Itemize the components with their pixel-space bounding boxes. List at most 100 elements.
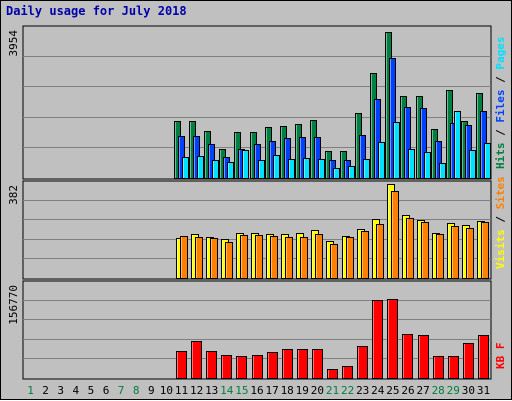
legend-separator: / bbox=[494, 209, 507, 229]
bar-visits-sites-sites-day-13 bbox=[210, 238, 218, 279]
bar-visits-sites-sites-day-31 bbox=[481, 222, 489, 279]
x-tick-label-day-22: 22 bbox=[341, 384, 354, 397]
bar-hits-files-pages-pages-day-25 bbox=[393, 122, 400, 179]
bar-visits-sites-sites-day-25 bbox=[391, 191, 399, 279]
y-max-label-kbytes: 156770 bbox=[7, 285, 20, 325]
legend-entry-sites: Sites bbox=[494, 176, 507, 209]
legend-entry-pages: Pages bbox=[494, 37, 507, 70]
bar-visits-sites-sites-day-28 bbox=[436, 234, 444, 279]
x-tick-label-day-14: 14 bbox=[220, 384, 234, 397]
bar-hits-files-pages-pages-day-29 bbox=[454, 111, 461, 179]
bar-hits-files-pages-files-day-20 bbox=[314, 137, 321, 179]
bar-visits-sites-sites-day-24 bbox=[376, 224, 384, 279]
bar-kbytes-kb-f-day-26 bbox=[402, 334, 413, 379]
bar-kbytes-kb-f-day-12 bbox=[191, 341, 202, 379]
bar-hits-files-pages-pages-day-12 bbox=[197, 156, 204, 179]
bar-kbytes-kb-f-day-22 bbox=[342, 366, 353, 379]
x-tick-label-day-24: 24 bbox=[371, 384, 385, 397]
bar-kbytes-kb-f-day-30 bbox=[463, 343, 474, 379]
bar-hits-files-pages-pages-day-28 bbox=[439, 163, 446, 179]
x-tick-label-day-5: 5 bbox=[88, 384, 95, 397]
x-tick-label-day-15: 15 bbox=[235, 384, 248, 397]
bar-hits-files-pages-pages-day-20 bbox=[318, 159, 325, 179]
bar-visits-sites-sites-day-27 bbox=[421, 222, 429, 279]
bar-hits-files-pages-pages-day-11 bbox=[182, 157, 189, 179]
x-tick-label-day-8: 8 bbox=[133, 384, 140, 397]
bar-visits-sites-sites-day-21 bbox=[330, 244, 338, 279]
legend-entry-visits: Visits bbox=[494, 229, 507, 269]
legend-separator: / bbox=[494, 123, 507, 143]
x-tick-label-day-18: 18 bbox=[281, 384, 294, 397]
legend-entry-files: Files bbox=[494, 90, 507, 123]
bar-hits-files-pages-pages-day-14 bbox=[227, 162, 234, 179]
y-max-label-hits-files-pages: 3954 bbox=[7, 30, 20, 57]
bar-kbytes-kb-f-day-31 bbox=[478, 335, 489, 379]
bar-kbytes-kb-f-day-28 bbox=[433, 356, 444, 379]
bar-kbytes-kb-f-day-16 bbox=[252, 355, 263, 379]
bar-visits-sites-sites-day-23 bbox=[361, 231, 369, 279]
bar-hits-files-pages-pages-day-31 bbox=[484, 143, 491, 179]
y-max-label-visits-sites: 382 bbox=[7, 185, 20, 205]
bar-kbytes-kb-f-day-29 bbox=[448, 356, 459, 379]
bar-visits-sites-sites-day-19 bbox=[300, 237, 308, 279]
bar-hits-files-pages-files-day-26 bbox=[404, 107, 411, 179]
bar-kbytes-kb-f-day-24 bbox=[372, 300, 383, 379]
legend-separator: / bbox=[494, 70, 507, 90]
bar-visits-sites-sites-day-15 bbox=[240, 235, 248, 279]
bar-visits-sites-sites-day-20 bbox=[315, 234, 323, 279]
x-tick-label-day-3: 3 bbox=[57, 384, 64, 397]
x-tick-label-day-13: 13 bbox=[205, 384, 218, 397]
bar-hits-files-pages-pages-day-30 bbox=[469, 150, 476, 179]
bar-kbytes-kb-f-day-20 bbox=[312, 349, 323, 379]
bar-hits-files-pages-pages-day-27 bbox=[424, 152, 431, 179]
x-tick-label-day-19: 19 bbox=[296, 384, 309, 397]
x-tick-label-day-17: 17 bbox=[265, 384, 278, 397]
bar-hits-files-pages-pages-day-23 bbox=[363, 159, 370, 179]
bar-hits-files-pages-pages-day-26 bbox=[408, 149, 415, 179]
bar-kbytes-kb-f-day-13 bbox=[206, 351, 217, 379]
x-tick-label-day-11: 11 bbox=[175, 384, 188, 397]
bar-kbytes-kb-f-day-23 bbox=[357, 346, 368, 379]
x-tick-label-day-2: 2 bbox=[42, 384, 49, 397]
bar-kbytes-kb-f-day-14 bbox=[221, 355, 232, 379]
bar-kbytes-kb-f-day-19 bbox=[297, 349, 308, 379]
x-tick-label-day-12: 12 bbox=[190, 384, 203, 397]
x-tick-label-day-30: 30 bbox=[462, 384, 475, 397]
bar-kbytes-kb-f-day-11 bbox=[176, 351, 187, 379]
legend-visits-sites: Visits / Sites bbox=[494, 176, 507, 269]
bar-hits-files-pages-files-day-23 bbox=[359, 135, 366, 179]
x-tick-label-day-21: 21 bbox=[326, 384, 339, 397]
x-tick-label-day-23: 23 bbox=[356, 384, 369, 397]
bar-visits-sites-sites-day-18 bbox=[285, 237, 293, 279]
x-tick-label-day-31: 31 bbox=[477, 384, 490, 397]
bar-hits-files-pages-files-day-28 bbox=[435, 141, 442, 179]
bar-hits-files-pages-pages-day-22 bbox=[348, 166, 355, 179]
bar-kbytes-kb-f-day-17 bbox=[267, 352, 278, 379]
x-tick-label-day-29: 29 bbox=[447, 384, 460, 397]
bar-visits-sites-sites-day-12 bbox=[195, 237, 203, 279]
bar-hits-files-pages-pages-day-15 bbox=[242, 150, 249, 179]
chart-title: Daily usage for July 2018 bbox=[6, 4, 187, 18]
x-tick-label-day-25: 25 bbox=[386, 384, 399, 397]
bar-hits-files-pages-files-day-24 bbox=[374, 99, 381, 179]
bar-kbytes-kb-f-day-27 bbox=[418, 335, 429, 379]
x-tick-label-day-27: 27 bbox=[416, 384, 429, 397]
bar-visits-sites-sites-day-26 bbox=[406, 218, 414, 279]
bar-hits-files-pages-pages-day-18 bbox=[288, 159, 295, 179]
bar-visits-sites-sites-day-22 bbox=[346, 237, 354, 279]
x-tick-label-day-9: 9 bbox=[148, 384, 155, 397]
x-tick-label-day-7: 7 bbox=[118, 384, 125, 397]
x-tick-label-day-10: 10 bbox=[160, 384, 173, 397]
bar-visits-sites-sites-day-14 bbox=[225, 242, 233, 279]
x-tick-label-day-6: 6 bbox=[103, 384, 110, 397]
bar-visits-sites-sites-day-16 bbox=[255, 235, 263, 279]
bar-kbytes-kb-f-day-18 bbox=[282, 349, 293, 379]
legend-entry-hits: Hits bbox=[494, 143, 507, 170]
x-tick-label-day-4: 4 bbox=[72, 384, 79, 397]
bar-hits-files-pages-pages-day-21 bbox=[333, 168, 340, 179]
legend-hits-files-pages: Hits / Files / Pages bbox=[494, 37, 507, 170]
bar-hits-files-pages-files-day-25 bbox=[389, 58, 396, 179]
bar-kbytes-kb-f-day-15 bbox=[236, 356, 247, 379]
bar-kbytes-kb-f-day-25 bbox=[387, 299, 398, 379]
